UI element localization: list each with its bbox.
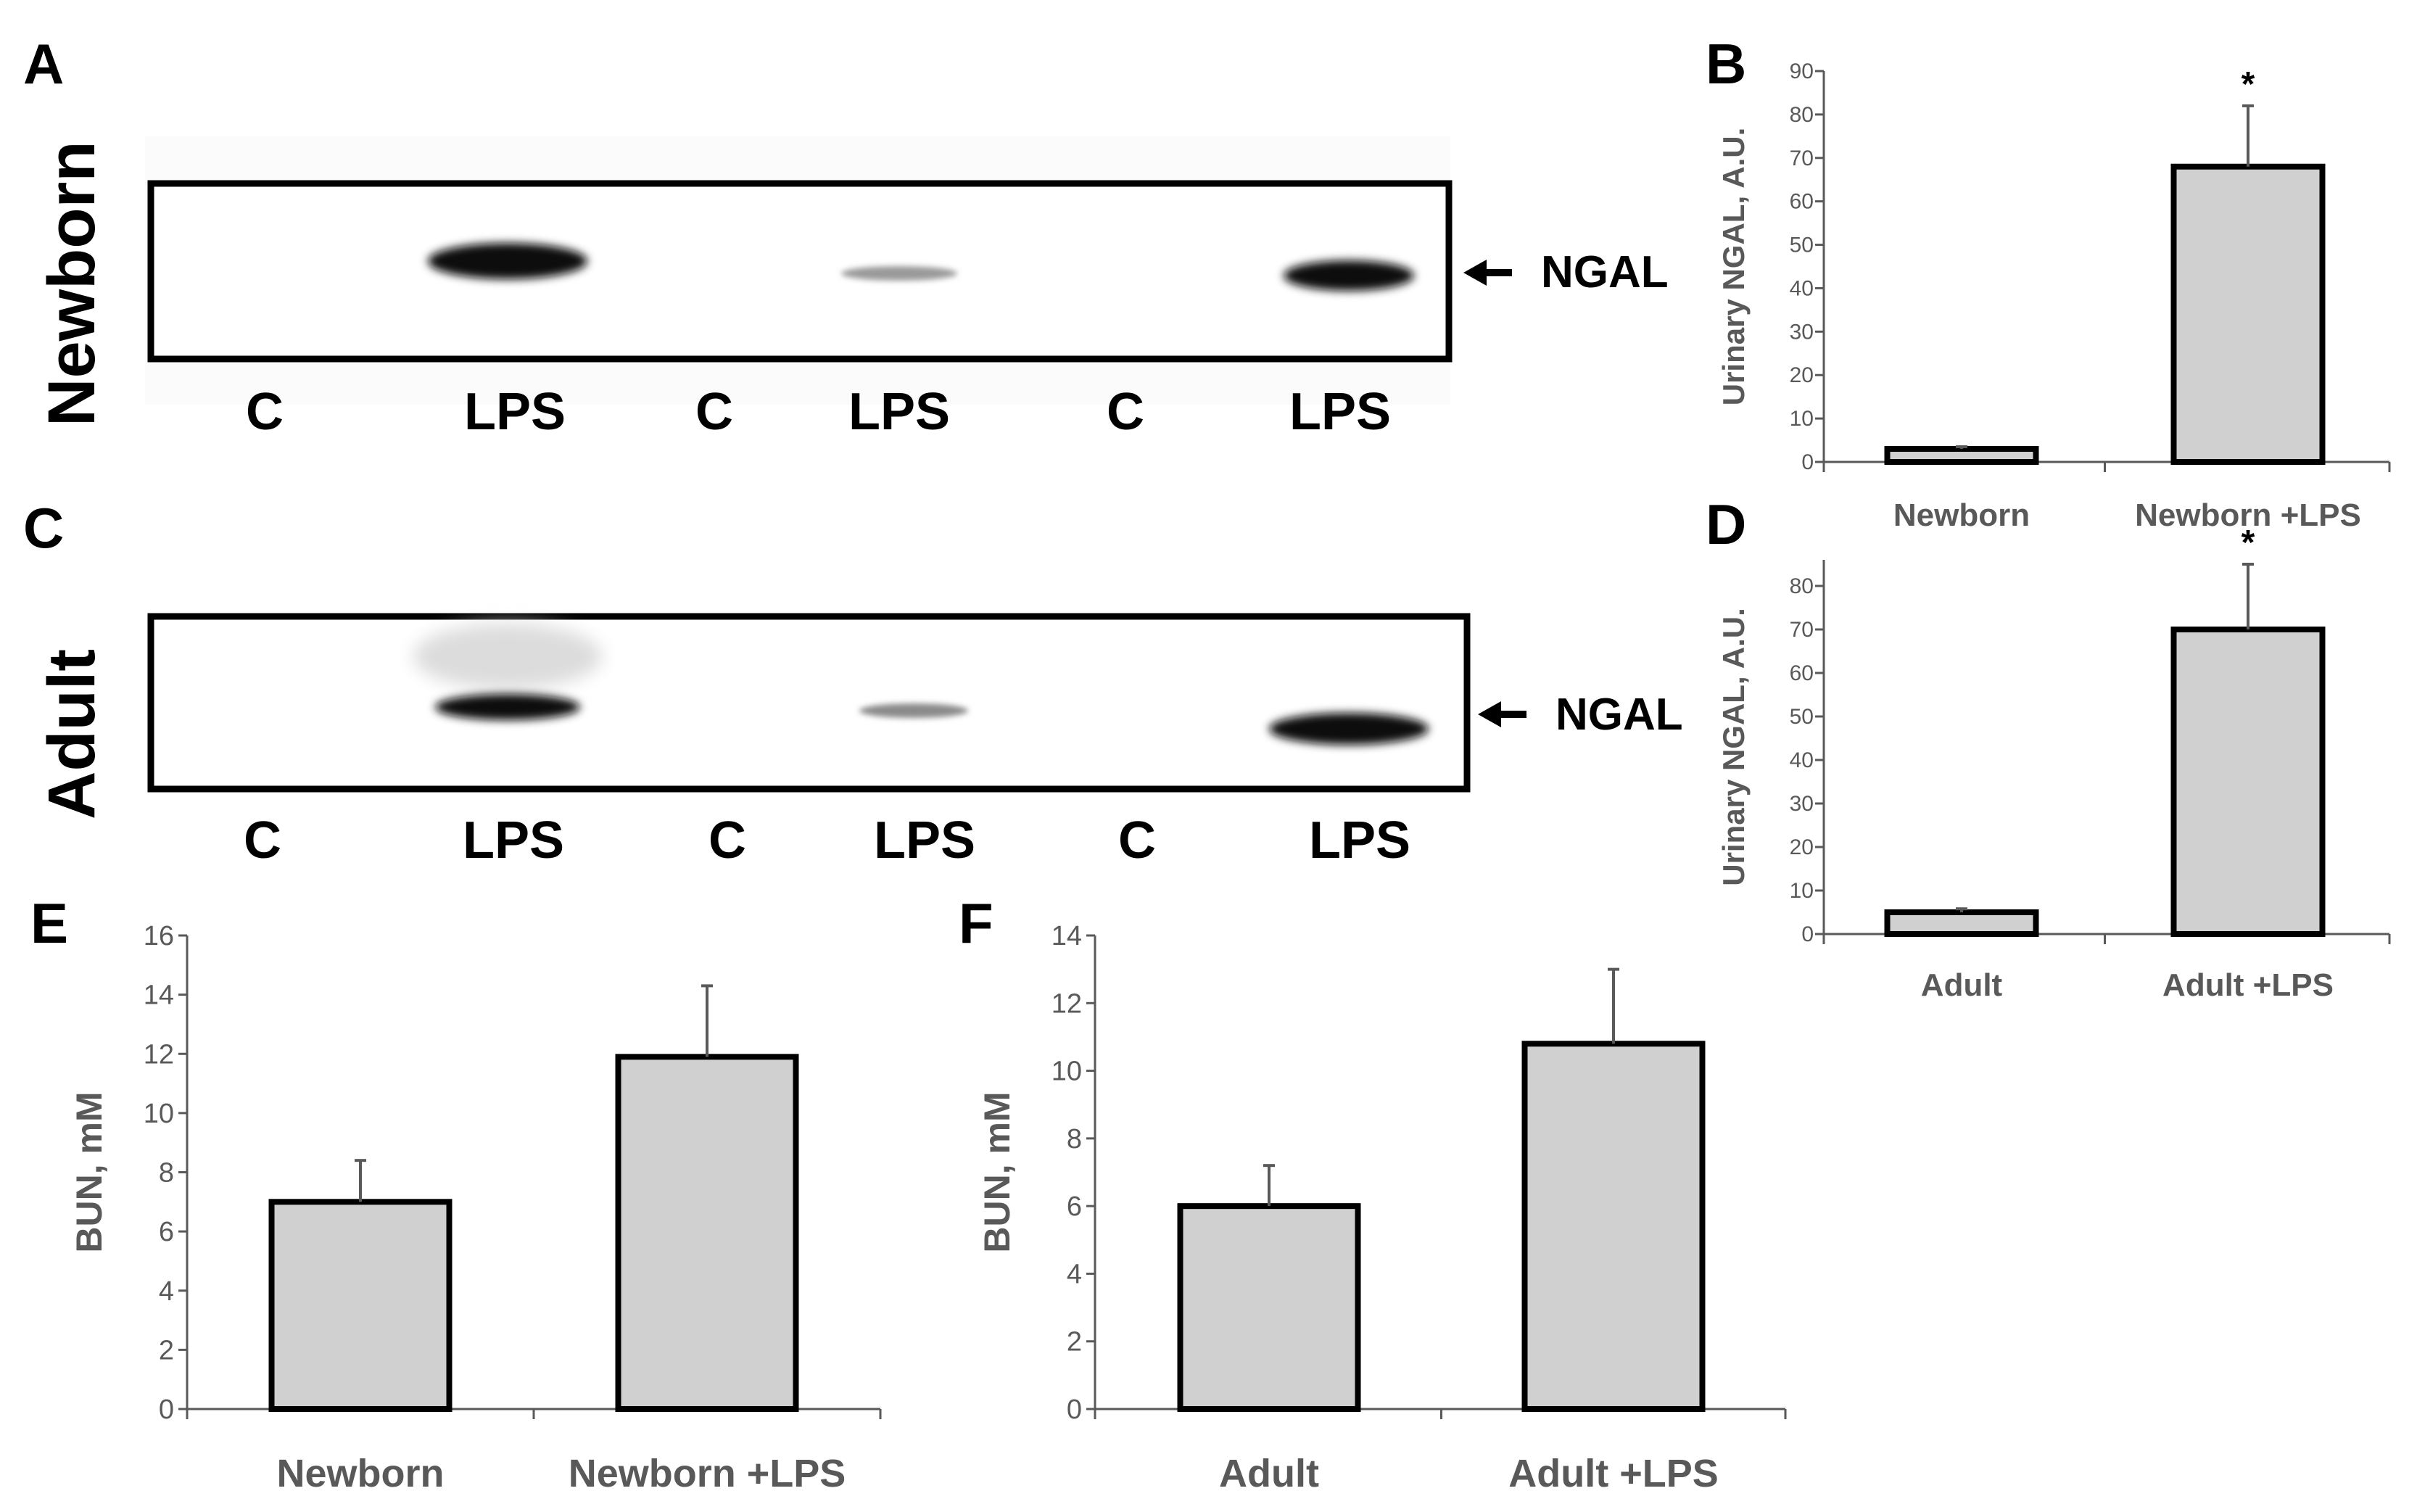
y-tick-label: 0 [159,1395,174,1425]
y-tick-label: 0 [1067,1395,1082,1425]
category-label: Newborn [1893,497,2030,533]
y-tick-label: 50 [1790,705,1814,729]
bar [2170,163,2326,465]
y-axis-label: BUN, mM [977,1091,1017,1252]
lane-label: C [708,811,746,869]
category-label: Adult +LPS [2162,967,2334,1003]
y-tick-label: 60 [1790,190,1814,214]
y-tick-label: 70 [1790,618,1814,642]
band-lps-1 [435,694,580,720]
y-tick-label: 6 [159,1217,174,1247]
significance-marker: * [2242,524,2255,562]
lane-label: LPS [463,811,564,869]
band-lps-1 [428,243,587,279]
chart-f-bun-adult: 0 2 4 6 8 10 12 14 BUN, mM Adult Adult +LPS [977,921,1787,1495]
lane-label: LPS [1309,811,1410,869]
blot-adult: Adult NGAL C LPS C LPS C LPS [35,613,1683,869]
ngal-arrow-icon [1463,260,1487,286]
y-tick-label: 60 [1790,661,1814,685]
y-tick-label: 14 [144,980,174,1011]
y-tick-label: 0 [1801,922,1814,946]
y-tick-label: 8 [159,1158,174,1189]
y-tick-label: 70 [1790,146,1814,170]
y-tick-label: 2 [159,1335,174,1366]
panel-letter-b: B [1706,32,1746,96]
category-label: Adult +LPS [1508,1452,1719,1495]
y-tick-label: 40 [1790,276,1814,300]
blot-frame [147,613,1471,793]
y-tick-label: 30 [1790,792,1814,816]
y-tick-label: 90 [1790,59,1814,83]
band-halo [413,624,602,689]
bar [1884,909,2039,937]
panel-letter-c: C [23,496,64,560]
panel-letter-e: E [30,891,68,955]
y-tick-label: 2 [1067,1327,1082,1358]
band-lps-3 [1269,713,1429,745]
y-tick-label: 14 [1052,921,1082,951]
y-tick-label: 10 [144,1099,174,1129]
y-tick-label: 10 [1790,879,1814,903]
band-lps-2 [841,266,957,281]
y-tick-label: 4 [1067,1259,1082,1289]
lane-label: C [695,383,733,441]
y-tick-label: 80 [1790,103,1814,127]
lane-label: C [1118,811,1156,869]
panel-letter-f: F [959,891,993,955]
lane-label: C [244,811,281,869]
y-tick-label: 10 [1790,407,1814,431]
category-label: Newborn +LPS [569,1452,846,1495]
y-tick-label: 4 [159,1276,174,1307]
y-tick-label: 40 [1790,748,1814,772]
category-label: Newborn +LPS [2135,497,2361,533]
y-tick-label: 20 [1790,835,1814,859]
y-tick-label: 20 [1790,363,1814,387]
y-tick-label: 30 [1790,320,1814,344]
y-tick-label: 0 [1801,450,1814,474]
y-tick-label: 12 [1052,988,1082,1019]
y-tick-label: 50 [1790,234,1814,257]
ngal-arrow-icon [1478,701,1501,727]
category-label: Adult [1921,967,2003,1003]
lane-label: C [246,383,284,441]
lane-label: LPS [1289,383,1391,441]
chart-d-urinary-ngal-adult: 0 10 20 30 40 50 60 70 80 Urinary NGAL, A.U. Adult… [1716,524,2391,1003]
y-tick-label: 80 [1790,574,1814,598]
bar [1521,1041,1706,1413]
bar [615,1054,799,1413]
lane-label: LPS [848,383,950,441]
panel-letter-d: D [1706,492,1746,556]
lane-label: LPS [464,383,566,441]
panel-letter-a: A [23,32,64,96]
lane-label: LPS [874,811,975,869]
y-tick-label: 16 [144,921,174,951]
significance-marker: * [2242,65,2255,104]
y-tick-label: 8 [1067,1124,1082,1154]
blot-frame [147,180,1453,363]
chart-b-urinary-ngal-newborn: 0 10 20 30 40 50 60 70 80 90 Urinary NGAL, A.U. New… [1716,59,2391,533]
category-label: Newborn [276,1452,444,1495]
lane-label: C [1107,383,1144,441]
chart-e-bun-newborn: 0 2 4 6 8 10 12 14 16 BUN, mM Newborn Newborn +LPS [69,921,882,1495]
category-label: Adult [1219,1452,1319,1495]
bar [1177,1203,1361,1412]
blot-newborn: Newborn NGAL C LPS C LPS C LPS [35,136,1669,441]
y-tick-label: 6 [1067,1191,1082,1222]
y-axis-label: Urinary NGAL, A.U. [1716,608,1751,886]
row-label-newborn: Newborn [35,141,109,426]
y-tick-label: 10 [1052,1057,1082,1087]
bar [1884,446,2039,465]
y-axis-label: BUN, mM [69,1091,110,1252]
ngal-label-adult: NGAL [1555,690,1683,740]
band-lps-3 [1284,260,1414,291]
row-label-adult: Adult [35,649,109,819]
bar [2170,627,2326,937]
ngal-label-newborn: NGAL [1541,247,1669,297]
y-tick-label: 12 [144,1039,174,1070]
bar [268,1199,453,1412]
band-lps-2 [859,703,968,718]
y-axis-label: Urinary NGAL, A.U. [1716,128,1751,406]
